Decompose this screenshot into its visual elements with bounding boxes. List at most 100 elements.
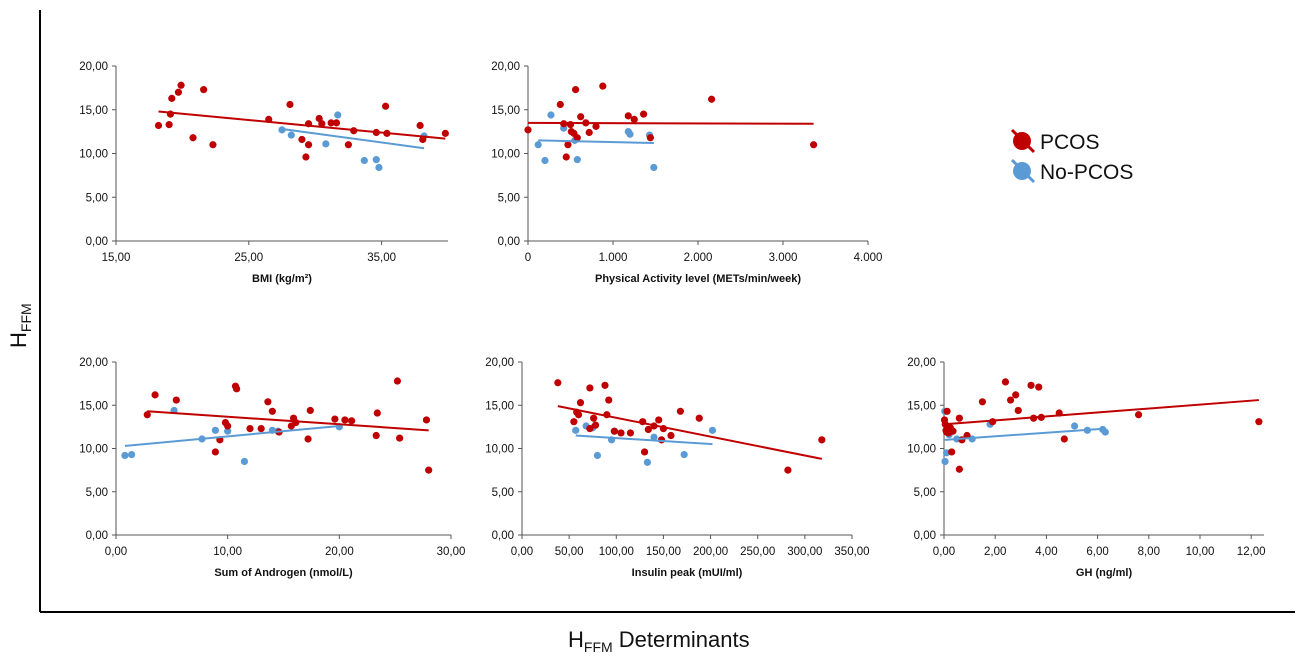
y-tick-label: 0,00	[86, 236, 108, 248]
x-tick-label: 4.000	[854, 252, 883, 264]
series-no-pcos	[572, 422, 717, 466]
y-tick-label: 5,00	[492, 487, 514, 499]
x-tick-label: 50,00	[555, 546, 584, 558]
y-tick-label: 10,00	[491, 149, 520, 161]
data-point	[646, 134, 655, 142]
data-point	[1027, 381, 1035, 389]
legend-item-no-pcos: No-PCOS	[1010, 158, 1133, 184]
trendline-no-pcos	[575, 434, 713, 446]
data-point	[306, 406, 314, 415]
x-axis-label: BMI (kg/m²)	[252, 273, 312, 285]
x-tick-label: 25,00	[234, 252, 263, 264]
data-point	[334, 111, 342, 119]
data-point	[375, 163, 383, 172]
y-tick-label: 15,00	[485, 400, 514, 412]
trendline-no-pcos	[944, 427, 1106, 441]
data-point	[1035, 383, 1043, 391]
data-point	[322, 140, 330, 148]
x-tick-label: 0	[525, 252, 531, 264]
data-point	[617, 429, 625, 437]
data-point	[573, 134, 581, 142]
data-point	[165, 121, 173, 129]
data-point	[372, 431, 380, 440]
y-tick-label: 0,00	[498, 236, 520, 248]
trendline-pcos	[557, 405, 823, 460]
data-point	[601, 381, 609, 389]
data-point	[174, 88, 183, 96]
data-point	[233, 385, 241, 393]
trendline-pcos	[158, 110, 446, 140]
y-tick-label: 0,00	[86, 530, 108, 542]
legend-pcos-label: PCOS	[1040, 131, 1100, 154]
x-tick-label: 1.000	[599, 252, 628, 264]
data-point	[524, 126, 532, 134]
series-pcos	[154, 81, 449, 161]
trendline-pcos	[527, 121, 814, 125]
panels: 0,00 5,00 10,00 15,00 20,00 15,00 25,00 35,00 BM…	[79, 61, 1265, 579]
data-point	[209, 141, 217, 149]
data-point	[949, 427, 957, 435]
data-point	[955, 414, 963, 422]
x-tick-label: 8,00	[1138, 546, 1160, 558]
data-point	[586, 384, 594, 392]
y-tick-label: 0,00	[914, 530, 936, 542]
x-axis-label: GH (ng/ml)	[1076, 567, 1133, 579]
data-point	[425, 466, 433, 474]
data-point	[172, 396, 180, 404]
y-tick-label: 15,00	[79, 400, 108, 412]
data-point	[626, 130, 634, 138]
data-point	[1014, 406, 1022, 415]
data-point	[574, 411, 583, 419]
data-point	[655, 416, 663, 424]
data-point	[257, 425, 265, 433]
y-tick-label: 5,00	[498, 192, 520, 204]
data-point	[1070, 422, 1079, 430]
data-point	[177, 81, 185, 89]
legend: PCOS No-PCOS	[1010, 128, 1133, 184]
legend-pcos-marker	[1013, 132, 1031, 150]
data-point	[416, 121, 424, 130]
data-point	[246, 425, 254, 433]
data-point	[292, 418, 300, 427]
y-tick-label: 5,00	[86, 487, 108, 499]
x-tick-label: 35,00	[367, 252, 396, 264]
data-point	[943, 407, 951, 415]
data-point	[978, 398, 987, 406]
data-point	[1006, 396, 1015, 404]
data-point	[941, 457, 949, 466]
data-point	[304, 435, 312, 443]
data-point	[1012, 391, 1020, 399]
data-point	[644, 425, 652, 434]
data-point	[547, 111, 555, 119]
trendline-no-pcos	[281, 128, 425, 150]
y-tick-label: 10,00	[79, 444, 108, 456]
data-point	[348, 417, 356, 425]
y-tick-label: 20,00	[485, 357, 514, 369]
x-tick-label: 3.000	[769, 252, 798, 264]
data-point	[224, 427, 232, 435]
trendline-no-pcos	[538, 139, 654, 144]
y-title-main: H	[6, 332, 31, 348]
data-point	[264, 398, 272, 406]
legend-item-pcos: PCOS	[1010, 128, 1100, 154]
x-tick-label: 0,00	[933, 546, 955, 558]
data-point	[143, 411, 151, 419]
x-tick-label: 350,00	[834, 546, 869, 558]
chart-panel-3: 0,00 5,00 10,00 15,00 20,00 0,00 10,00 20,00 30,…	[79, 357, 465, 579]
x-tick-label: 30,00	[437, 546, 466, 558]
data-point	[818, 436, 826, 444]
data-point	[360, 156, 368, 165]
chart-panel-5: 0,00 5,00 10,00 15,00 20,00 0,00 2,00 4,00 6,00 8…	[907, 357, 1265, 579]
data-point	[302, 153, 310, 161]
data-point	[676, 407, 685, 415]
data-point	[393, 377, 401, 385]
y-tick-label: 15,00	[491, 105, 520, 117]
x-tick-label: 150,00	[646, 546, 681, 558]
data-point	[396, 434, 404, 442]
y-tick-label: 10,00	[79, 149, 108, 161]
data-point	[286, 100, 294, 109]
data-point	[1134, 411, 1143, 419]
series-pcos	[143, 377, 433, 474]
series-pcos	[554, 379, 826, 474]
